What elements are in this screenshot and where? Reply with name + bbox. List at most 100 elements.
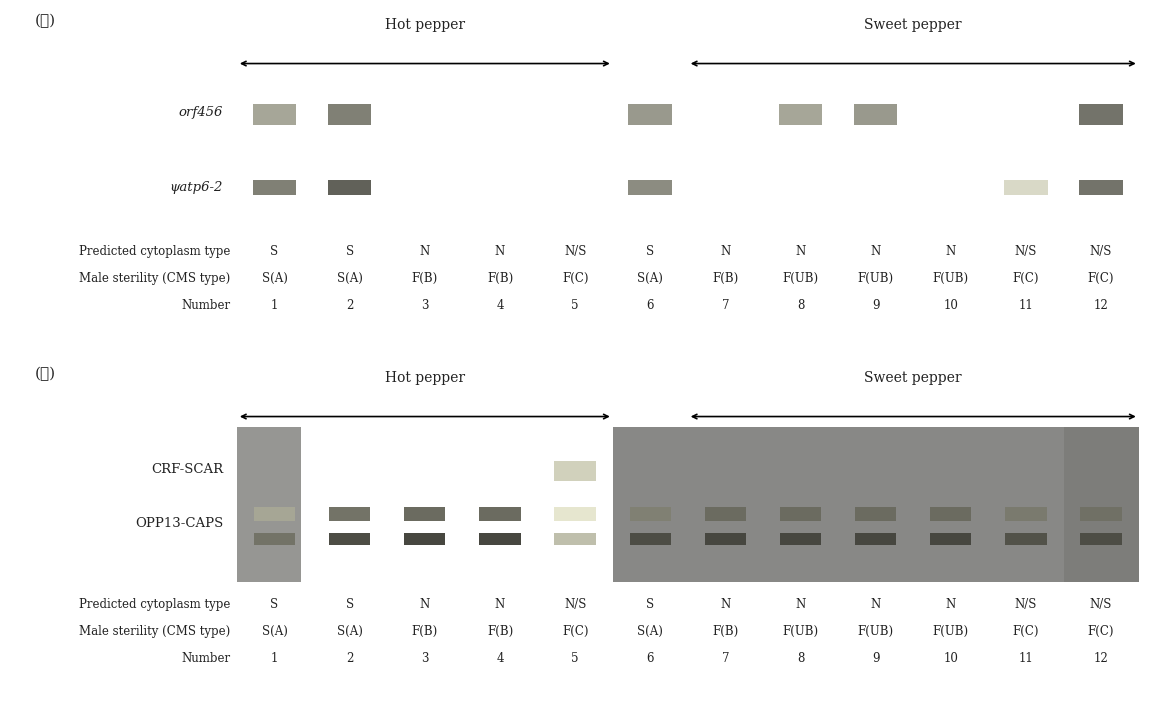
Bar bbox=[1080, 104, 1122, 126]
Text: (가): (가) bbox=[35, 14, 55, 28]
Text: N/S: N/S bbox=[1090, 245, 1112, 258]
Text: F(B): F(B) bbox=[712, 272, 739, 285]
Bar bbox=[780, 533, 821, 545]
Text: N: N bbox=[420, 598, 430, 611]
Text: F(UB): F(UB) bbox=[783, 272, 818, 285]
Text: S(A): S(A) bbox=[637, 625, 664, 638]
Text: 10: 10 bbox=[943, 299, 958, 312]
Bar bbox=[1080, 180, 1122, 196]
Text: 4: 4 bbox=[496, 652, 504, 665]
Text: 5: 5 bbox=[571, 299, 579, 312]
Text: F(C): F(C) bbox=[562, 272, 588, 285]
Bar bbox=[705, 507, 746, 521]
Bar bbox=[253, 180, 296, 196]
Bar bbox=[629, 104, 672, 126]
Bar bbox=[329, 533, 370, 545]
Bar bbox=[705, 533, 746, 545]
Bar bbox=[1006, 507, 1046, 521]
Bar bbox=[555, 533, 595, 545]
Text: OPP13-CAPS: OPP13-CAPS bbox=[135, 517, 223, 530]
Text: 7: 7 bbox=[721, 299, 729, 312]
Text: F(B): F(B) bbox=[412, 272, 438, 285]
Text: S: S bbox=[346, 598, 354, 611]
Text: F(C): F(C) bbox=[1013, 272, 1039, 285]
Text: ψatp6-2: ψatp6-2 bbox=[170, 181, 223, 194]
Text: N/S: N/S bbox=[1015, 598, 1037, 611]
Bar bbox=[780, 507, 821, 521]
Bar bbox=[1081, 533, 1121, 545]
Bar bbox=[328, 104, 371, 126]
Text: Male sterility (CMS type): Male sterility (CMS type) bbox=[79, 272, 230, 285]
Text: N: N bbox=[720, 245, 731, 258]
Bar bbox=[1005, 180, 1047, 196]
Text: 12: 12 bbox=[1094, 652, 1109, 665]
Text: S: S bbox=[271, 598, 279, 611]
Bar bbox=[1064, 427, 1139, 582]
Bar bbox=[629, 180, 672, 196]
Text: 12: 12 bbox=[1094, 299, 1109, 312]
Bar bbox=[329, 507, 370, 521]
Text: S(A): S(A) bbox=[336, 625, 363, 638]
Text: F(UB): F(UB) bbox=[858, 272, 894, 285]
Text: Sweet pepper: Sweet pepper bbox=[865, 18, 962, 32]
Text: 2: 2 bbox=[346, 299, 354, 312]
Bar bbox=[405, 507, 445, 521]
Text: S: S bbox=[271, 245, 279, 258]
Text: Number: Number bbox=[181, 652, 230, 665]
Text: 11: 11 bbox=[1018, 652, 1033, 665]
Text: 9: 9 bbox=[872, 299, 880, 312]
Text: 6: 6 bbox=[646, 652, 654, 665]
Bar bbox=[1006, 533, 1046, 545]
Text: 5: 5 bbox=[571, 652, 579, 665]
Text: 6: 6 bbox=[646, 299, 654, 312]
Text: S(A): S(A) bbox=[637, 272, 664, 285]
Bar bbox=[630, 507, 670, 521]
Text: 10: 10 bbox=[943, 652, 958, 665]
Text: F(C): F(C) bbox=[1088, 625, 1114, 638]
Bar bbox=[779, 104, 822, 126]
Text: N/S: N/S bbox=[564, 245, 586, 258]
Text: N: N bbox=[946, 598, 956, 611]
Bar bbox=[855, 533, 896, 545]
Text: 4: 4 bbox=[496, 299, 504, 312]
Text: N: N bbox=[420, 245, 430, 258]
Bar bbox=[630, 533, 670, 545]
Text: F(C): F(C) bbox=[562, 625, 588, 638]
Text: N: N bbox=[870, 245, 881, 258]
Bar bbox=[1081, 507, 1121, 521]
Text: F(B): F(B) bbox=[487, 625, 513, 638]
Text: Hot pepper: Hot pepper bbox=[385, 18, 465, 32]
Text: CRF-SCAR: CRF-SCAR bbox=[151, 462, 223, 476]
Text: Sweet pepper: Sweet pepper bbox=[865, 371, 962, 385]
Text: N: N bbox=[795, 598, 806, 611]
Text: 3: 3 bbox=[421, 652, 429, 665]
Text: F(B): F(B) bbox=[487, 272, 513, 285]
Text: 7: 7 bbox=[721, 652, 729, 665]
Text: 11: 11 bbox=[1018, 299, 1033, 312]
Bar bbox=[931, 507, 971, 521]
Text: S: S bbox=[646, 598, 654, 611]
Text: N/S: N/S bbox=[1090, 598, 1112, 611]
Bar bbox=[854, 104, 897, 126]
Text: 8: 8 bbox=[796, 299, 805, 312]
Text: S: S bbox=[346, 245, 354, 258]
Text: S(A): S(A) bbox=[261, 625, 288, 638]
Text: 2: 2 bbox=[346, 652, 354, 665]
Bar bbox=[254, 533, 295, 545]
Text: F(C): F(C) bbox=[1013, 625, 1039, 638]
Text: F(C): F(C) bbox=[1088, 272, 1114, 285]
Bar bbox=[855, 507, 896, 521]
Text: 9: 9 bbox=[872, 652, 880, 665]
Text: Predicted cytoplasm type: Predicted cytoplasm type bbox=[79, 598, 230, 611]
Bar bbox=[931, 533, 971, 545]
Text: F(B): F(B) bbox=[412, 625, 438, 638]
Bar bbox=[253, 104, 296, 126]
Text: S: S bbox=[646, 245, 654, 258]
Text: N: N bbox=[495, 245, 505, 258]
Text: 1: 1 bbox=[271, 652, 279, 665]
Text: F(B): F(B) bbox=[712, 625, 739, 638]
Bar bbox=[555, 507, 595, 521]
Text: F(UB): F(UB) bbox=[933, 625, 969, 638]
Text: N: N bbox=[795, 245, 806, 258]
Text: N: N bbox=[720, 598, 731, 611]
